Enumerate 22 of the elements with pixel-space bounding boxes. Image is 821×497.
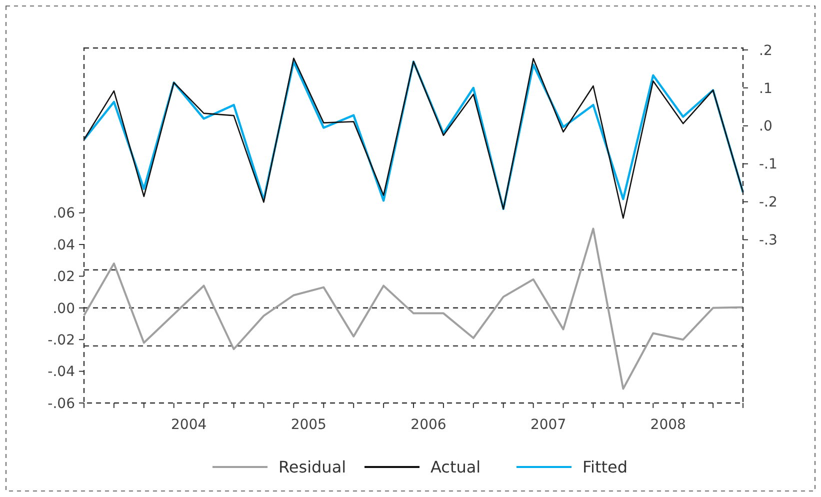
y2-tick-label: .2 xyxy=(759,42,772,59)
y-tick-label: .02 xyxy=(52,269,75,286)
y-tick-label: -.06 xyxy=(48,396,76,412)
x-tick-label: 2006 xyxy=(410,417,446,433)
legend-label: Actual xyxy=(430,458,481,477)
legend-label: Fitted xyxy=(582,458,628,477)
y-tick-label: .04 xyxy=(52,237,76,254)
y2-tick-label: -.1 xyxy=(759,156,778,173)
y-tick-label: .06 xyxy=(52,206,76,222)
y2-tick-label: .0 xyxy=(759,118,772,135)
legend-label: Residual xyxy=(278,458,346,477)
x-tick-label: 2008 xyxy=(650,417,686,433)
y2-tick-label: .1 xyxy=(759,80,772,97)
y-tick-label: .00 xyxy=(52,300,75,317)
x-tick-label: 2004 xyxy=(171,417,207,433)
y-tick-label: -.04 xyxy=(48,364,76,380)
y-tick-label: -.02 xyxy=(48,332,75,349)
y2-tick-label: -.3 xyxy=(759,232,778,249)
x-tick-label: 2007 xyxy=(530,417,566,433)
y2-tick-label: -.2 xyxy=(759,194,778,211)
x-tick-label: 2005 xyxy=(290,417,326,433)
line-series xyxy=(83,228,744,390)
